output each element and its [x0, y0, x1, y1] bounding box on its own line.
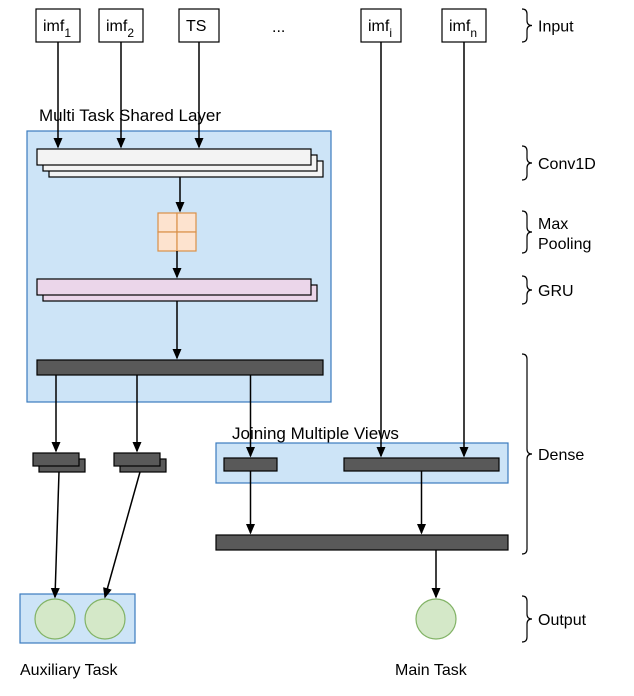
pool-cell: [158, 232, 177, 251]
brace: [522, 596, 532, 642]
brace: [522, 211, 532, 253]
brace: [522, 354, 532, 554]
aux-task-label: Auxiliary Task: [20, 662, 119, 679]
output-circle-1: [85, 599, 125, 639]
input-ellipsis: ...: [272, 19, 285, 36]
shared-title: Multi Task Shared Layer: [39, 106, 221, 125]
dense-shared: [37, 360, 323, 375]
pool-cell: [177, 232, 196, 251]
row-label: Output: [538, 612, 587, 629]
output-circle-0: [35, 599, 75, 639]
conv1d-rect: [37, 149, 311, 165]
pool-cell: [177, 213, 196, 232]
row-label: Dense: [538, 447, 584, 464]
row-label: Max: [538, 216, 568, 233]
join-dense-1: [344, 458, 499, 471]
main-dense: [216, 535, 508, 550]
join-dense-0: [224, 458, 277, 471]
output-circle-2: [416, 599, 456, 639]
gru-rect: [37, 279, 311, 295]
input-label: TS: [186, 18, 206, 35]
row-label: Conv1D: [538, 156, 596, 173]
row-label: Input: [538, 19, 574, 36]
brace: [522, 146, 532, 180]
main-task-label: Main Task: [395, 662, 468, 679]
brace: [522, 276, 532, 304]
row-label: GRU: [538, 283, 574, 300]
aux-dense-1: [114, 453, 160, 466]
row-label: Pooling: [538, 236, 591, 253]
pool-cell: [158, 213, 177, 232]
joining-title: Joining Multiple Views: [232, 424, 399, 443]
aux-dense-0: [33, 453, 79, 466]
brace: [522, 9, 532, 42]
